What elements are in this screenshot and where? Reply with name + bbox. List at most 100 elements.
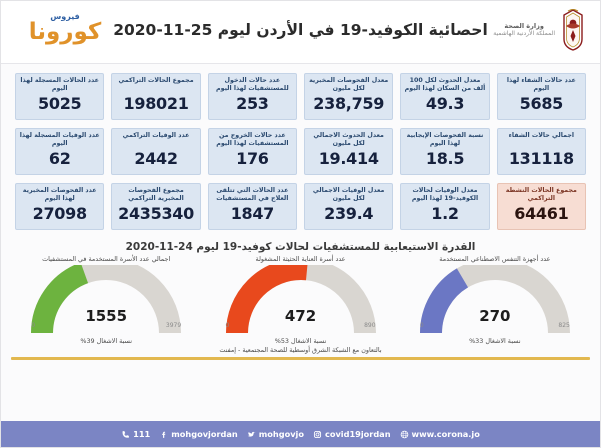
stat-value: 131118 bbox=[508, 149, 574, 168]
stat-label: عدد الفحوصات المخبرية لهذا اليوم bbox=[22, 187, 97, 203]
divider bbox=[11, 357, 590, 360]
corona-logo: فيروس كورونا bbox=[19, 13, 111, 44]
gauge-value: 472 bbox=[284, 307, 317, 325]
stat-card: اجمالي حالات الشفاء 131118 bbox=[496, 128, 586, 175]
stat-label: مجموع الحالات النشطة التراكمي bbox=[505, 187, 577, 203]
footer-website[interactable]: www.corona.jo bbox=[400, 429, 480, 439]
ministry-of-health-logo: وزارة الصحة المملكة الأردنية الهاشمية bbox=[493, 9, 586, 51]
stat-value: 238,759 bbox=[313, 94, 385, 113]
footer-facebook[interactable]: mohgovjordan bbox=[159, 429, 238, 439]
kingdom-name: المملكة الأردنية الهاشمية bbox=[493, 30, 555, 38]
stat-card: عدد الحالات المسجلة لهذا اليوم 5025 bbox=[15, 73, 105, 120]
stat-value: 19.414 bbox=[318, 149, 379, 168]
ministry-name: وزارة الصحة bbox=[504, 22, 544, 31]
footer-text: covid19jordan bbox=[324, 429, 391, 439]
footer-instagram[interactable]: covid19jordan bbox=[313, 429, 391, 439]
gauge-visual: 472 0 890 bbox=[225, 265, 377, 339]
stat-value: 1847 bbox=[230, 204, 275, 223]
globe-icon bbox=[400, 430, 408, 438]
stat-label: مجموع الحالات التراكمي bbox=[118, 77, 194, 84]
stat-value: 1.2 bbox=[431, 204, 459, 223]
stat-label: عدد حالات الدخول للمستشفيات لهذا اليوم bbox=[216, 77, 289, 93]
stat-card: مجموع الحالات التراكمي 198021 bbox=[111, 73, 201, 120]
capacity-section-title: القدرة الاستيعابية للمستشفيات لحالات كوف… bbox=[125, 241, 476, 253]
stat-value: 176 bbox=[236, 149, 269, 168]
stat-label: معدل الفحوصات المخبرية لكل مليون bbox=[309, 77, 389, 93]
stat-label: عدد الوفيات التراكمي bbox=[122, 132, 190, 139]
footer-phone[interactable]: 111 bbox=[121, 429, 150, 439]
gauge-occupancy-label: نسبة الاشغال 33% bbox=[469, 337, 521, 345]
partnership-note: بالتعاون مع الشبكة الشرق أوسطية للصحة ال… bbox=[219, 346, 382, 354]
gauge-min-label: 0 bbox=[31, 322, 36, 329]
stat-label: عدد حالات الخروج من المستشفيات لهذا اليو… bbox=[216, 132, 289, 148]
gauge-max-label: 890 bbox=[364, 322, 376, 329]
twitter-icon bbox=[247, 431, 256, 437]
gauge-value: 1555 bbox=[85, 307, 128, 325]
footer-twitter[interactable]: mohgovjo bbox=[247, 429, 304, 439]
stat-label: معدل الحدوث الاجمالي لكل مليون bbox=[313, 132, 384, 148]
gauge-total-beds: اجمالي عدد الأسرة المستخدمة في المستشفيا… bbox=[17, 255, 195, 345]
gauge-value: 270 bbox=[479, 307, 511, 325]
facebook-icon bbox=[162, 431, 166, 438]
stat-value: 2442 bbox=[134, 149, 178, 168]
ministry-text: وزارة الصحة المملكة الأردنية الهاشمية bbox=[493, 22, 555, 38]
stat-label: معدل الحدوث لكل 100 ألف من السكان لهذا ا… bbox=[404, 77, 486, 93]
stat-value: 253 bbox=[236, 94, 269, 113]
gauge-min-label: 0 bbox=[419, 322, 424, 329]
stat-card: عدد حالات الدخول للمستشفيات لهذا اليوم 2… bbox=[207, 73, 298, 120]
gauge-visual: 1555 0 3979 bbox=[30, 265, 182, 339]
stat-label: معدل الوفيات الاجمالي لكل مليون bbox=[312, 187, 385, 203]
footer-text: 111 bbox=[133, 429, 151, 439]
gauge-arc bbox=[225, 265, 376, 334]
stat-card: معدل الوفيات الاجمالي لكل مليون 239.4 bbox=[304, 183, 394, 230]
stat-card: معدل الحدوث الاجمالي لكل مليون 19.414 bbox=[304, 128, 394, 175]
gauge-ventilators: عدد أجهزة التنفس الاصطناعي المستخدمة 270… bbox=[406, 255, 584, 345]
footer-text: mohgovjordan bbox=[171, 429, 238, 439]
stat-value: 2435340 bbox=[118, 204, 194, 223]
stat-label: عدد حالات الشفاء لهذا اليوم bbox=[506, 77, 576, 93]
stat-card-active-cases: مجموع الحالات النشطة التراكمي 64461 bbox=[496, 183, 586, 230]
gauge-caption: عدد أسرة العناية الحثيثة المشغولة bbox=[255, 255, 346, 263]
stat-label: مجموع الفحوصات المخبرية التراكمي bbox=[128, 187, 184, 203]
footer-bar: 111 mohgovjordan mohgovjo covid19jordan bbox=[1, 421, 600, 447]
stat-card: عدد الفحوصات المخبرية لهذا اليوم 27098 bbox=[15, 183, 105, 230]
gauge-caption: اجمالي عدد الأسرة المستخدمة في المستشفيا… bbox=[42, 255, 171, 263]
stat-row: عدد حالات الشفاء لهذا اليوم 5685 معدل ال… bbox=[15, 73, 586, 120]
stat-card: عدد الوفيات المسجلة لهذا اليوم 62 bbox=[15, 128, 105, 175]
stat-card: معدل الوفيات لحالات الكوفيد-19 لهذا اليو… bbox=[400, 183, 490, 230]
gauge-max-label: 3979 bbox=[165, 322, 182, 329]
stat-value: 62 bbox=[48, 149, 71, 168]
page-header: فيروس كورونا احصائية الكوفيد-19 في الأرد… bbox=[1, 1, 600, 64]
gauge-occupancy-label: نسبة الاشغال 39% bbox=[80, 337, 132, 345]
stat-label: نسبة الفحوصات الإيجابية لهذا اليوم bbox=[406, 132, 484, 148]
stat-card: عدد حالات الخروج من المستشفيات لهذا اليو… bbox=[207, 128, 298, 175]
stat-card: معدل الفحوصات المخبرية لكل مليون 238,759 bbox=[304, 73, 394, 120]
stat-card: مجموع الفحوصات المخبرية التراكمي 2435340 bbox=[111, 183, 201, 230]
jordan-coat-of-arms-icon bbox=[563, 9, 583, 51]
stat-value: 5025 bbox=[38, 94, 82, 113]
stat-value: 64461 bbox=[514, 204, 569, 223]
phone-icon bbox=[122, 430, 129, 438]
stat-value: 18.5 bbox=[425, 149, 465, 168]
stat-label: اجمالي حالات الشفاء bbox=[508, 132, 575, 139]
stat-label: عدد الوفيات المسجلة لهذا اليوم bbox=[19, 132, 100, 148]
stat-card: عدد الحالات التي تتلقى العلاج في المستشف… bbox=[207, 183, 298, 230]
stat-label: معدل الوفيات لحالات الكوفيد-19 لهذا اليو… bbox=[411, 187, 479, 203]
corona-logo-main: كورونا bbox=[28, 19, 102, 45]
stat-label: عدد الحالات المسجلة لهذا اليوم bbox=[20, 77, 99, 93]
page-title: احصائية الكوفيد-19 في الأردن ليوم 25-11-… bbox=[113, 21, 488, 39]
gauge-max-label: 825 bbox=[558, 322, 570, 329]
stat-value: 27098 bbox=[32, 204, 87, 223]
stat-value: 49.3 bbox=[425, 94, 465, 113]
statistics-grid: عدد حالات الشفاء لهذا اليوم 5685 معدل ال… bbox=[1, 64, 600, 232]
gauge-arc bbox=[31, 265, 182, 334]
instagram-icon bbox=[313, 430, 322, 438]
gauge-occupancy-label: نسبة الاشغال 53% bbox=[274, 337, 327, 345]
gauge-caption: عدد أجهزة التنفس الاصطناعي المستخدمة bbox=[439, 255, 551, 263]
stat-value: 198021 bbox=[123, 94, 189, 113]
footer-text: mohgovjo bbox=[258, 429, 304, 439]
stat-label: عدد الحالات التي تتلقى العلاج في المستشف… bbox=[216, 187, 289, 203]
gauge-min-label: 0 bbox=[225, 322, 230, 329]
gauge-arc bbox=[419, 265, 570, 334]
